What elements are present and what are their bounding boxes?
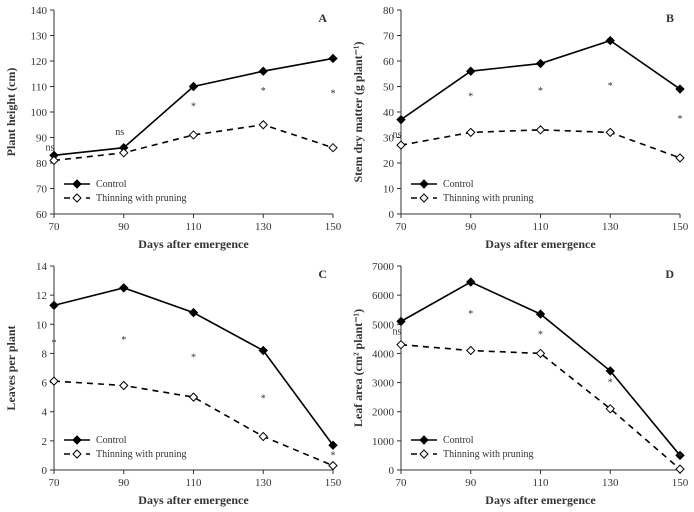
svg-text:*: * (331, 89, 336, 100)
svg-text:130: 130 (255, 477, 272, 489)
svg-text:*: * (191, 353, 196, 364)
svg-text:70: 70 (36, 184, 48, 196)
svg-text:3000: 3000 (372, 378, 395, 390)
svg-text:6000: 6000 (372, 290, 395, 302)
svg-text:120: 120 (31, 56, 48, 68)
svg-text:70: 70 (49, 477, 61, 489)
svg-text:0: 0 (389, 209, 395, 221)
panel-B: 010203040506070807090110130150Days after… (347, 0, 694, 256)
svg-text:110: 110 (532, 221, 549, 233)
svg-text:140: 140 (31, 5, 48, 17)
svg-text:C: C (318, 267, 327, 281)
svg-text:Leaf area (cm² plant⁻¹): Leaf area (cm² plant⁻¹) (351, 309, 365, 427)
svg-text:2: 2 (42, 436, 48, 448)
svg-text:Thinning with pruning: Thinning with pruning (443, 449, 534, 460)
svg-text:*: * (608, 81, 613, 92)
panel-D: 0 1000 2000 3000 4000 5000 6000 7000 70 90 110 130 1… (347, 256, 694, 512)
svg-text:A: A (318, 11, 327, 25)
svg-text:90: 90 (465, 221, 477, 233)
svg-text:ns: ns (393, 130, 402, 141)
panel-C: 0 2 4 6 8 10 12 14 70 90 110 130 150 Days after emerg… (0, 256, 347, 512)
svg-text:Days after emergence: Days after emergence (138, 493, 249, 507)
svg-text:110: 110 (31, 82, 48, 94)
svg-text:12: 12 (36, 290, 47, 302)
svg-text:ns: ns (115, 127, 124, 138)
svg-text:Control: Control (443, 179, 474, 190)
svg-text:70: 70 (396, 221, 408, 233)
svg-text:5000: 5000 (372, 319, 395, 331)
svg-text:*: * (52, 338, 57, 349)
svg-text:*: * (608, 377, 613, 388)
svg-text:110: 110 (185, 477, 202, 489)
svg-text:2000: 2000 (372, 407, 395, 419)
svg-text:6: 6 (42, 378, 48, 390)
svg-text:150: 150 (325, 477, 342, 489)
svg-text:60: 60 (383, 56, 395, 68)
svg-text:50: 50 (383, 82, 395, 94)
svg-text:150: 150 (325, 221, 342, 233)
svg-text:130: 130 (255, 221, 272, 233)
svg-text:*: * (468, 309, 473, 320)
svg-text:*: * (191, 101, 196, 112)
svg-text:*: * (468, 91, 473, 102)
svg-text:*: * (121, 335, 126, 346)
svg-text:*: * (538, 329, 543, 340)
svg-text:14: 14 (36, 261, 48, 273)
svg-text:Thinning with pruning: Thinning with pruning (96, 193, 187, 204)
svg-text:*: * (538, 86, 543, 97)
svg-text:90: 90 (118, 477, 130, 489)
svg-text:4: 4 (42, 407, 48, 419)
svg-text:70: 70 (383, 31, 395, 43)
svg-text:110: 110 (532, 477, 549, 489)
svg-text:0: 0 (389, 465, 395, 477)
svg-text:ns: ns (393, 326, 402, 337)
svg-text:70: 70 (49, 221, 61, 233)
svg-text:4000: 4000 (372, 348, 395, 360)
svg-text:*: * (261, 394, 266, 405)
svg-text:Control: Control (96, 179, 127, 190)
svg-text:7000: 7000 (372, 261, 395, 273)
svg-text:80: 80 (383, 5, 395, 17)
svg-text:Thinning with pruning: Thinning with pruning (96, 449, 187, 460)
svg-text:*: * (678, 452, 683, 463)
svg-text:110: 110 (185, 221, 202, 233)
svg-text:Plant height (cm): Plant height (cm) (4, 68, 18, 157)
svg-text:Leaves per plant: Leaves per plant (4, 325, 18, 410)
svg-text:Stem dry matter (g plant⁻¹): Stem dry matter (g plant⁻¹) (351, 41, 365, 182)
svg-text:Days after emergence: Days after emergence (485, 493, 596, 507)
svg-text:10: 10 (36, 319, 48, 331)
svg-text:90: 90 (118, 221, 130, 233)
svg-text:*: * (261, 86, 266, 97)
svg-text:130: 130 (602, 221, 619, 233)
svg-text:8: 8 (42, 348, 48, 360)
svg-text:60: 60 (36, 209, 48, 221)
svg-text:*: * (678, 114, 683, 125)
svg-text:80: 80 (36, 158, 48, 170)
svg-text:Days after emergence: Days after emergence (485, 237, 596, 251)
svg-text:90: 90 (465, 477, 477, 489)
svg-text:130: 130 (602, 477, 619, 489)
svg-text:150: 150 (672, 477, 689, 489)
svg-text:20: 20 (383, 158, 395, 170)
svg-text:Control: Control (443, 435, 474, 446)
svg-text:*: * (331, 450, 336, 461)
svg-text:70: 70 (396, 477, 408, 489)
svg-text:ns: ns (46, 142, 55, 153)
svg-text:10: 10 (383, 184, 395, 196)
svg-text:40: 40 (383, 107, 395, 119)
svg-text:0: 0 (42, 465, 48, 477)
svg-text:130: 130 (31, 31, 48, 43)
svg-text:150: 150 (672, 221, 689, 233)
svg-text:1000: 1000 (372, 436, 395, 448)
panel-A: 607080901001101201301407090110130150Days… (0, 0, 347, 256)
svg-text:D: D (665, 267, 674, 281)
svg-text:100: 100 (31, 107, 48, 119)
chart-grid: 607080901001101201301407090110130150Days… (0, 0, 694, 512)
svg-text:B: B (666, 11, 674, 25)
svg-text:Control: Control (96, 435, 127, 446)
svg-text:Days after emergence: Days after emergence (138, 237, 249, 251)
svg-text:Thinning with pruning: Thinning with pruning (443, 193, 534, 204)
